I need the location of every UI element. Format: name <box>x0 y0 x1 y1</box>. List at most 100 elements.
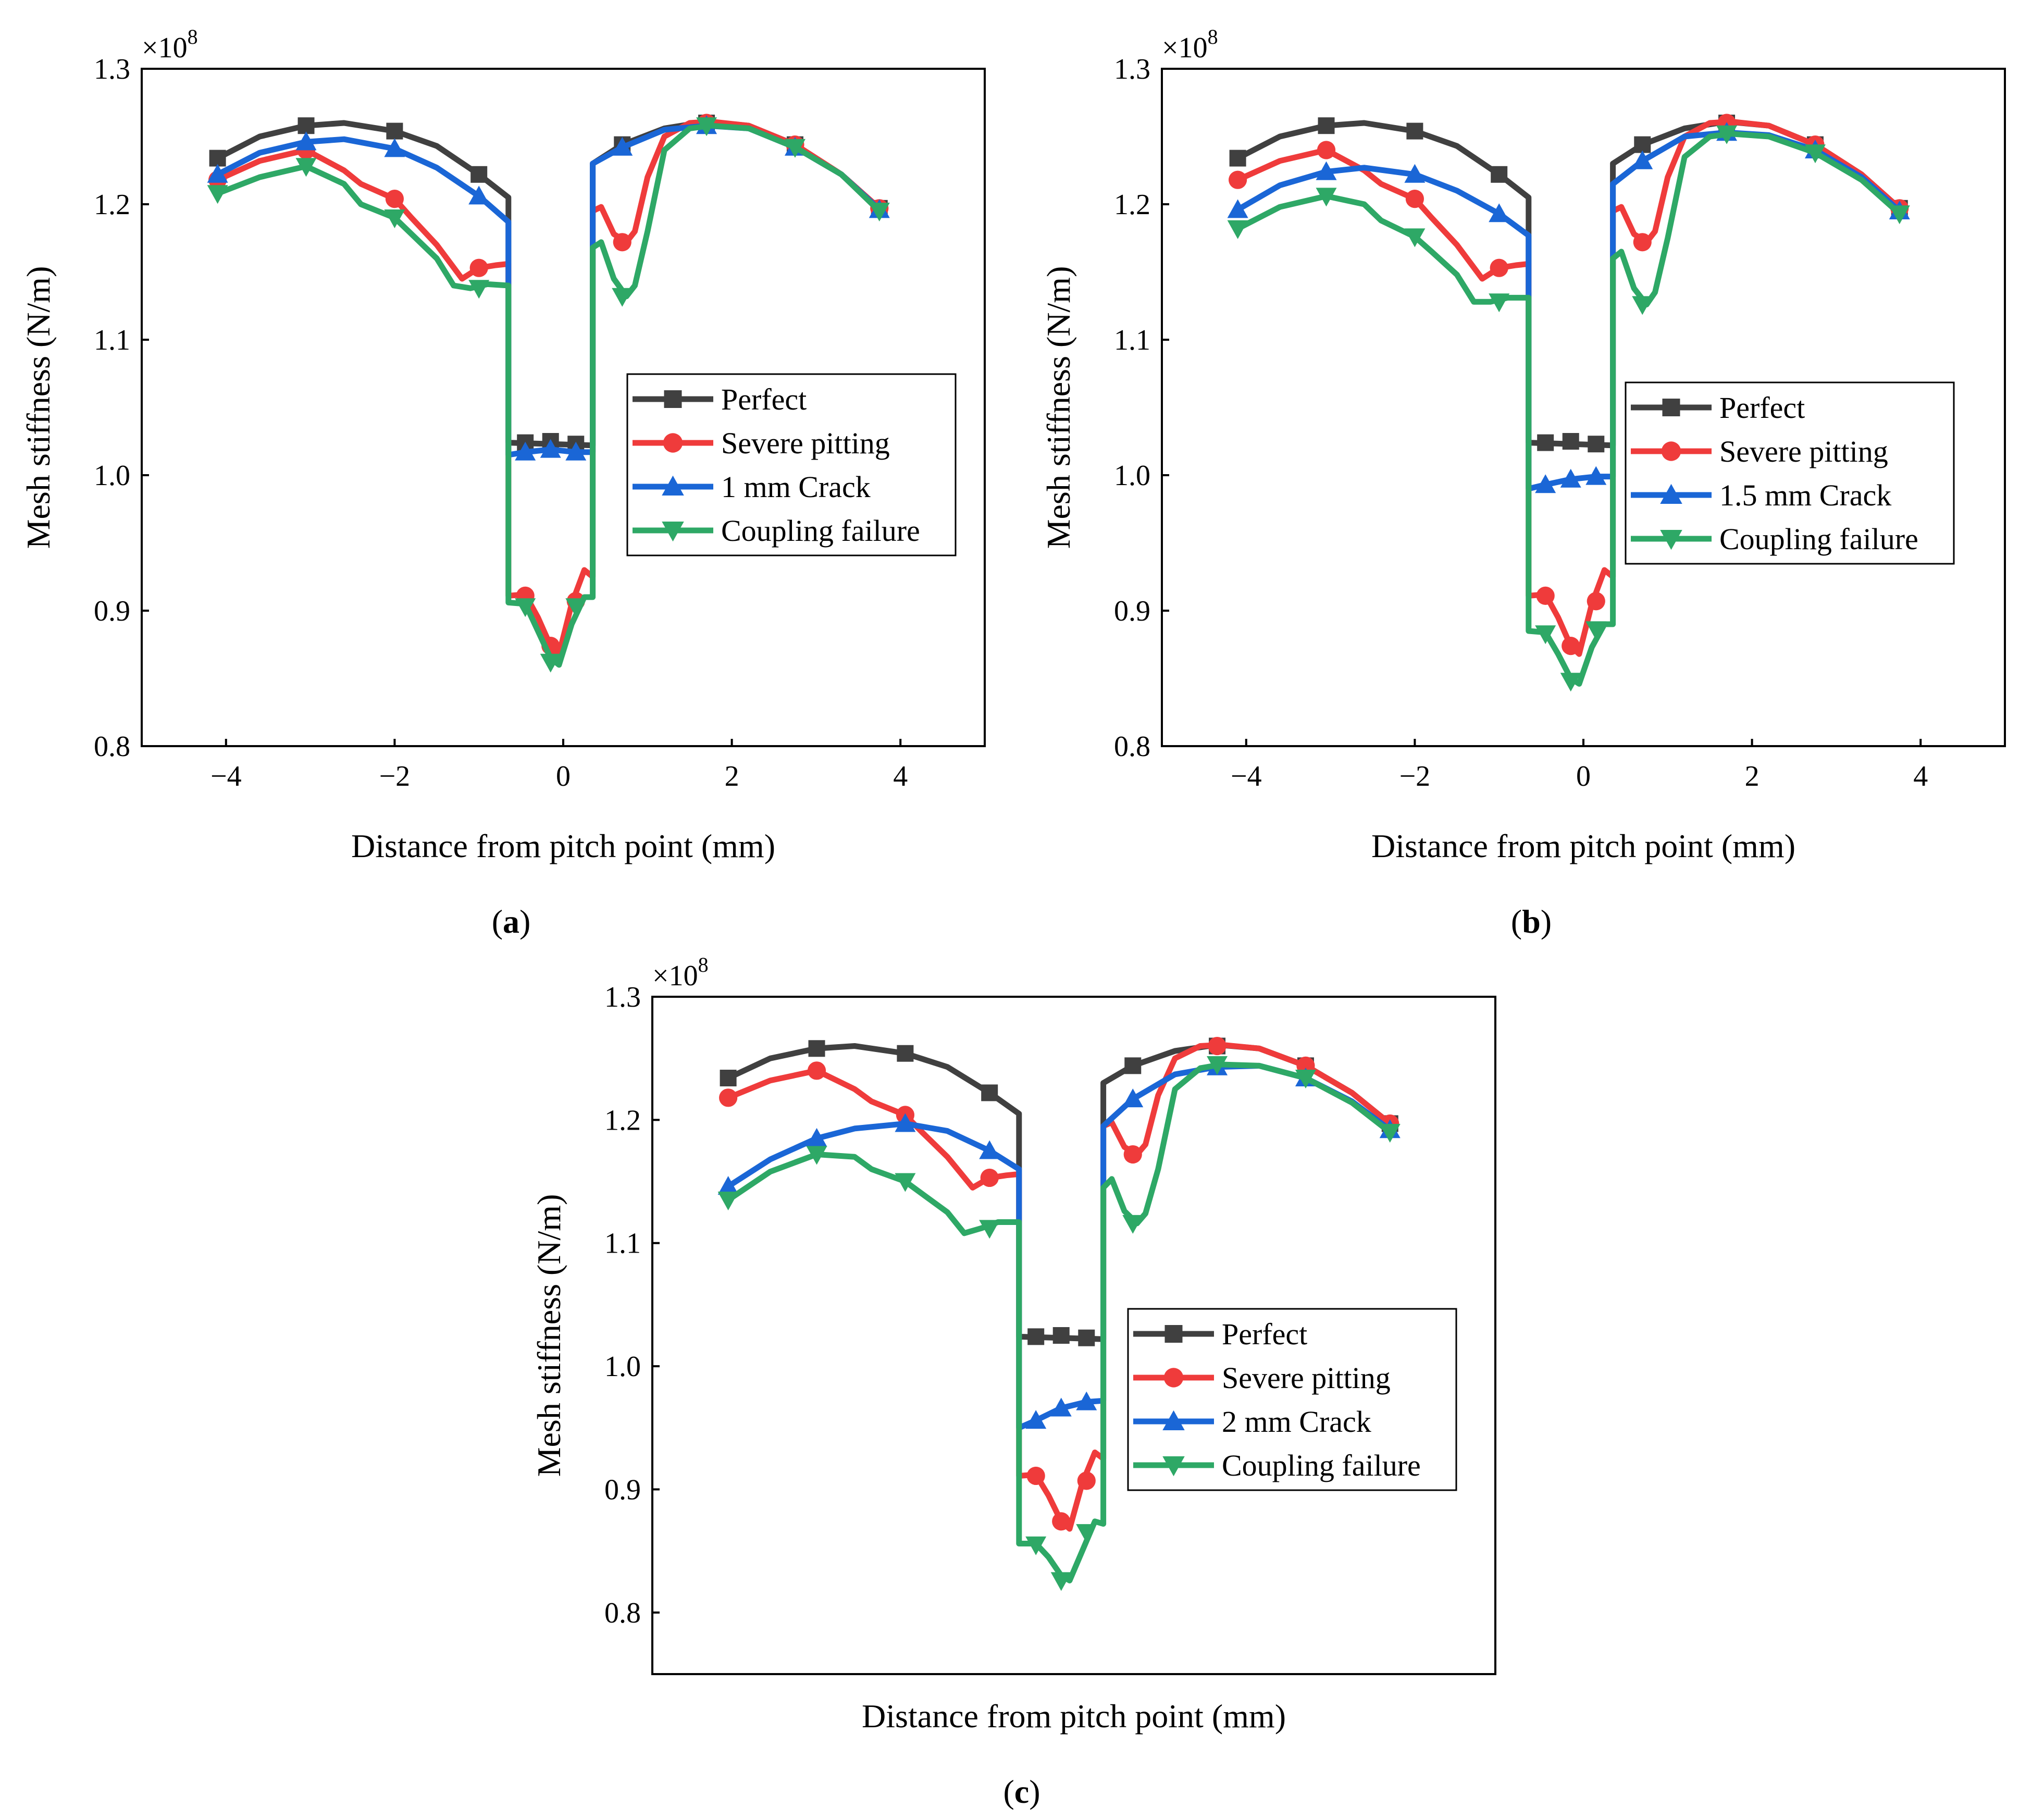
data-point <box>1025 1410 1047 1429</box>
data-point <box>1405 190 1424 208</box>
panel-label-open: ( <box>1003 1773 1014 1810</box>
data-point <box>897 1045 914 1062</box>
data-point <box>1588 436 1605 453</box>
data-point <box>1227 220 1248 239</box>
y-axis-label: Mesh stiffness (N/m) <box>20 266 57 549</box>
legend-marker <box>1660 530 1682 550</box>
legend-box <box>1127 1308 1457 1491</box>
series-line <box>215 122 883 668</box>
data-point <box>1489 293 1510 313</box>
data-point <box>1632 150 1653 169</box>
legend-label: Coupling failure <box>721 514 920 548</box>
data-point <box>720 1070 737 1086</box>
y-tick-label: 1.3 <box>1114 53 1150 85</box>
data-point <box>1027 1328 1045 1345</box>
legend-label: Perfect <box>721 382 807 416</box>
y-axis-label: Mesh stiffness (N/m) <box>530 1194 567 1477</box>
data-point <box>717 1192 739 1210</box>
legend-label: 2 mm Crack <box>1222 1405 1371 1439</box>
data-point <box>1122 1215 1144 1234</box>
data-point <box>1077 1471 1096 1490</box>
data-point <box>1317 141 1336 159</box>
x-tick-label: 4 <box>1913 760 1928 793</box>
y-tick-label: 1.1 <box>1114 324 1150 356</box>
series-line <box>725 1042 1393 1342</box>
data-point <box>515 441 536 461</box>
data-point <box>719 1088 738 1107</box>
data-point <box>980 1168 999 1187</box>
y-scale-base: ×10 <box>142 32 188 64</box>
data-point <box>1379 1124 1401 1143</box>
y-tick-label: 1.3 <box>94 53 130 85</box>
data-point <box>298 117 315 134</box>
data-point <box>1122 1088 1144 1108</box>
chart-panel-c: 0.8 0.9 1.0 1.1 1.2 1.3 ×108 Distance from pitc… <box>530 953 1496 1810</box>
data-point <box>469 258 488 277</box>
legend: Perfect Severe pitting 1 mm Crack Coupling … <box>626 373 957 556</box>
data-point <box>1078 1329 1095 1346</box>
data-point <box>696 117 717 137</box>
data-point <box>808 1040 825 1057</box>
y-scale-exponent: 8 <box>698 953 709 976</box>
legend-marker <box>663 433 683 453</box>
legend-marker <box>662 475 684 496</box>
data-point <box>806 1146 827 1165</box>
data-point <box>1316 188 1337 207</box>
data-point <box>1491 166 1508 183</box>
legend-marker <box>662 522 684 542</box>
data-point <box>1585 621 1607 640</box>
x-tick-label: −2 <box>379 760 411 793</box>
legend-marker <box>1661 441 1681 461</box>
data-point <box>612 288 633 307</box>
y-tick-label: 1.0 <box>94 460 130 492</box>
data-point <box>565 441 587 461</box>
series-line <box>725 1061 1393 1583</box>
data-point <box>869 203 890 221</box>
legend-marker <box>1164 1325 1183 1343</box>
data-point <box>1804 144 1826 164</box>
x-axis-label: Distance from pitch point (mm) <box>862 1698 1286 1735</box>
y-tick-label: 1.2 <box>1114 189 1150 221</box>
data-point <box>470 166 488 183</box>
data-point <box>1025 1536 1047 1555</box>
y-axis-label: Mesh stiffness (N/m) <box>1040 266 1077 549</box>
series-perfect <box>720 1037 1398 1346</box>
plot-frame <box>651 996 1496 1675</box>
x-axis-label: Distance from pitch point (mm) <box>1371 827 1795 864</box>
y-tick-label: 0.9 <box>1114 595 1150 627</box>
y-tick-label: 1.1 <box>604 1228 641 1260</box>
panel-label: (c) <box>1003 1773 1040 1810</box>
data-point <box>1585 466 1607 485</box>
panel-label-letter: a <box>503 903 519 940</box>
data-point <box>1207 1056 1228 1075</box>
data-point <box>1124 1057 1142 1074</box>
data-point <box>468 280 490 299</box>
data-point <box>1889 205 1910 225</box>
y-tick-label: 1.2 <box>94 189 130 221</box>
data-point <box>1587 592 1605 611</box>
data-point <box>1404 228 1426 247</box>
series-line <box>1235 131 1903 687</box>
y-scale-base: ×10 <box>652 960 698 992</box>
series-coupling <box>717 1056 1401 1591</box>
panel-label-close: ) <box>519 903 530 940</box>
x-tick-label: −4 <box>210 760 242 793</box>
data-point <box>613 233 631 252</box>
data-point <box>384 209 405 228</box>
panel-label: (a) <box>492 903 531 940</box>
data-point <box>295 158 317 177</box>
series-coupling <box>1227 125 1910 692</box>
y-scale-exponent: 8 <box>1208 25 1218 48</box>
y-tick-label: 0.8 <box>1114 731 1150 763</box>
data-point <box>1318 117 1335 134</box>
data-point <box>1050 1397 1072 1417</box>
data-point <box>1560 468 1581 488</box>
data-point <box>1076 1391 1097 1410</box>
y-scale-factor: ×108 <box>1162 25 1218 64</box>
legend-label: Severe pitting <box>721 426 890 460</box>
x-tick-label: 4 <box>893 760 908 793</box>
data-point <box>1076 1524 1097 1543</box>
data-point <box>1535 474 1556 493</box>
data-point <box>979 1140 1000 1159</box>
y-tick-label: 0.8 <box>94 731 130 763</box>
